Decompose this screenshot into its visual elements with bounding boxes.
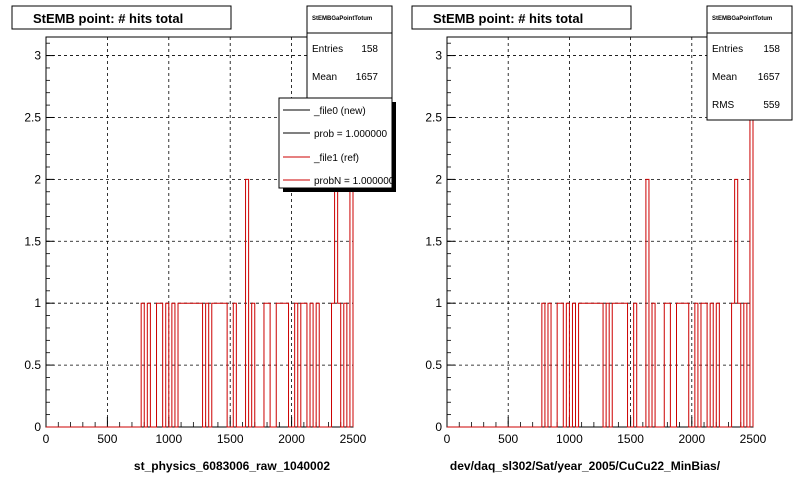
x-tick-label: 500 [97,432,117,446]
y-tick-label: 1 [435,296,442,310]
stats-title: StEMBGaPointTotum [312,16,372,22]
x-axis-label: st_physics_6083006_raw_1040002 [134,459,330,473]
chart-title: StEMB point: # hits total [33,11,183,26]
stats-rms-value: 559 [763,100,780,111]
y-tick-label: 0 [435,420,442,434]
x-tick-label: 2500 [740,432,767,446]
x-tick-label: 1000 [155,432,182,446]
stats-mean-label: Mean [712,72,737,83]
y-tick-label: 2.5 [24,110,41,124]
y-tick-label: 3 [435,49,442,63]
y-tick-label: 0.5 [425,358,442,372]
x-tick-label: 0 [444,432,451,446]
chart-title: StEMB point: # hits total [433,11,583,26]
x-tick-label: 1500 [217,432,244,446]
y-tick-label: 2 [435,172,442,186]
x-tick-label: 1000 [556,432,583,446]
y-tick-label: 1.5 [425,234,442,248]
title-box [411,5,632,30]
legend: _file0 (new) prob = 1.000000 _file1 (ref… [278,97,396,192]
legend-entry-ref: _file1 (ref) [313,153,359,164]
x-tick-label: 0 [43,432,50,446]
plot-frame [446,36,754,428]
stats-entries-label: Entries [712,44,743,55]
stats-mean-value: 1657 [356,72,379,83]
y-tick-label: 0 [34,420,41,434]
legend-entry-probn: probN = 1.000000 [314,176,395,187]
stats-mean-label: Mean [312,72,337,83]
legend-entry-prob: prob = 1.000000 [314,129,388,140]
y-tick-label: 1.5 [24,234,41,248]
x-axis-label: dev/daq_sl302/Sat/year_2005/CuCu22_MinBi… [450,459,721,473]
y-tick-label: 1 [34,296,41,310]
y-tick-label: 2 [34,172,41,186]
y-tick-label: 3 [34,49,41,63]
stats-rms-label: RMS [712,100,735,111]
y-tick-label: 0.5 [24,358,41,372]
title-box [11,5,232,30]
stats-entries-label: Entries [312,44,343,55]
x-tick-label: 1500 [617,432,644,446]
histogram-panel-2: StEMB point: # hits total 0 0.5 1 1.5 2 2.5 3 0… [411,5,793,473]
histogram-panel-1: StEMB point: # hits total 0 0.5 1 1.5 2 2.5 3 0… [11,5,396,473]
legend-entry-new: _file0 (new) [313,106,366,117]
stats-entries-value: 158 [361,44,378,55]
stats-box: StEMBGaPointTotum Entries 158 Mean 1657 … [706,5,793,121]
x-tick-label: 500 [498,432,518,446]
y-tick-label: 2.5 [425,110,442,124]
histogram-series-ref [447,55,754,428]
x-tick-label: 2500 [340,432,367,446]
stats-entries-value: 158 [763,44,780,55]
stats-title: StEMBGaPointTotum [712,16,772,22]
histogram-series-ref [46,55,354,428]
stats-mean-value: 1657 [758,72,781,83]
x-tick-label: 2000 [678,432,705,446]
x-tick-label: 2000 [278,432,305,446]
